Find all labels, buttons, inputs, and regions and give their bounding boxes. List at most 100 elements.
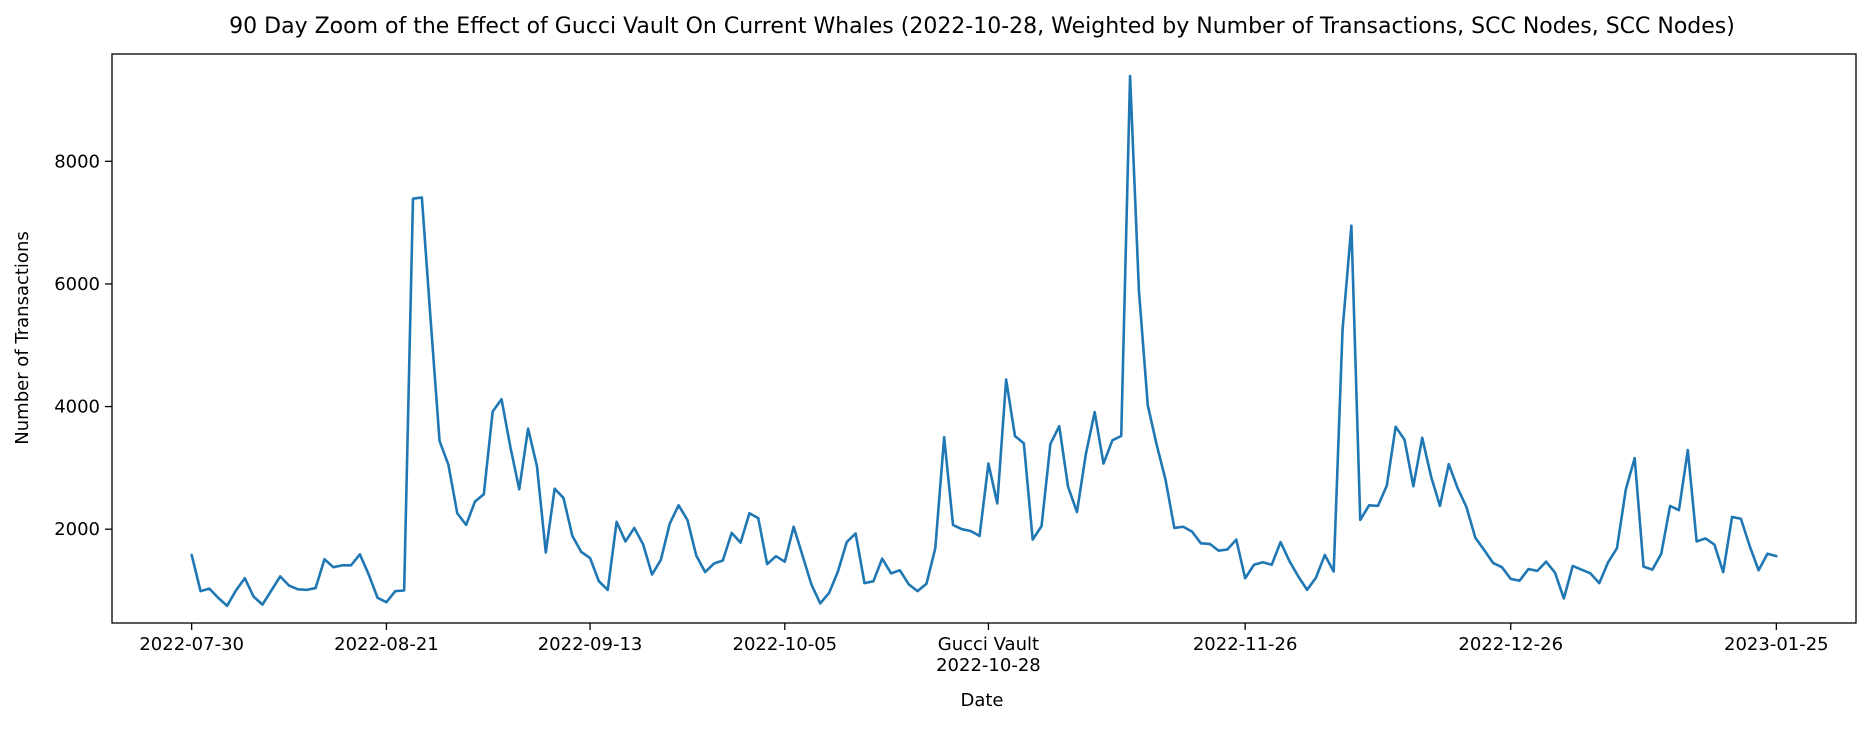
data-point [1147, 404, 1149, 406]
data-point [1377, 505, 1379, 507]
data-point [226, 605, 228, 607]
data-point [828, 592, 830, 594]
data-point [553, 488, 555, 490]
data-point [1332, 570, 1334, 572]
data-point [1775, 555, 1777, 557]
data-point [642, 543, 644, 545]
data-point [651, 573, 653, 575]
data-point [899, 569, 901, 571]
data-point [846, 541, 848, 543]
data-point [1607, 561, 1609, 563]
data-point [306, 589, 308, 591]
data-point [1412, 485, 1414, 487]
data-point [801, 554, 803, 556]
data-point [775, 555, 777, 557]
data-point [660, 559, 662, 561]
x-tick-label: 2022-12-26 [1458, 634, 1563, 655]
data-point [739, 541, 741, 543]
data-point [350, 564, 352, 566]
data-point [1589, 572, 1591, 574]
data-point [1394, 426, 1396, 428]
data-point [1757, 569, 1759, 571]
data-point [589, 557, 591, 559]
data-point [1598, 582, 1600, 584]
data-point [1271, 564, 1273, 566]
data-point [1501, 566, 1503, 568]
data-point [1669, 505, 1671, 507]
data-point [1633, 457, 1635, 459]
data-point [1182, 526, 1184, 528]
y-tick-label: 2000 [54, 519, 100, 540]
x-axis-label: Date [960, 690, 1003, 711]
data-point [598, 580, 600, 582]
data-point [1492, 562, 1494, 564]
data-point [1262, 561, 1264, 563]
data-point [1456, 487, 1458, 489]
data-point [1058, 425, 1060, 427]
data-point [1722, 571, 1724, 573]
data-point [1616, 547, 1618, 549]
data-point [961, 528, 963, 530]
data-point [1368, 504, 1370, 506]
data-point [1341, 329, 1343, 331]
data-point [1386, 484, 1388, 486]
y-tick-label: 8000 [54, 151, 100, 172]
data-point [1049, 443, 1051, 445]
data-point [1687, 449, 1689, 451]
data-point [1518, 579, 1520, 581]
data-point [854, 532, 856, 534]
data-point [766, 563, 768, 565]
data-point [987, 462, 989, 464]
data-point [580, 551, 582, 553]
data-point [412, 198, 414, 200]
x-tick-label: 2022-08-21 [334, 634, 439, 655]
data-point [208, 587, 210, 589]
data-point [1288, 560, 1290, 562]
data-point [1111, 439, 1113, 441]
data-point [297, 588, 299, 590]
data-point [1448, 463, 1450, 465]
data-point [1173, 527, 1175, 529]
data-point [713, 562, 715, 564]
data-point [695, 554, 697, 556]
data-point [1527, 568, 1529, 570]
data-point [1474, 537, 1476, 539]
data-point [1209, 543, 1211, 545]
data-point [332, 566, 334, 568]
data-point [1430, 475, 1432, 477]
chart-title: 90 Day Zoom of the Effect of Gucci Vault… [229, 14, 1735, 39]
data-point [1155, 443, 1157, 445]
series-line [190, 74, 1778, 608]
data-point [1093, 411, 1095, 413]
data-point [1217, 549, 1219, 551]
data-point [1421, 437, 1423, 439]
data-point [199, 590, 201, 592]
data-point [359, 553, 361, 555]
data-point [1740, 518, 1742, 520]
data-point [341, 564, 343, 566]
data-point [385, 601, 387, 603]
data-point [1483, 549, 1485, 551]
data-point [314, 587, 316, 589]
data-point [607, 589, 609, 591]
data-point [1244, 577, 1246, 579]
data-point [509, 446, 511, 448]
data-point [978, 535, 980, 537]
data-point [1120, 435, 1122, 437]
data-point [1164, 478, 1166, 480]
data-point [1766, 553, 1768, 555]
data-point [1642, 565, 1644, 567]
data-point [819, 602, 821, 604]
data-point [483, 493, 485, 495]
data-point [447, 464, 449, 466]
data-point [1253, 564, 1255, 566]
data-point [1200, 542, 1202, 544]
data-point [757, 517, 759, 519]
plot-area-frame [111, 53, 1857, 624]
data-point [722, 559, 724, 561]
data-point [1324, 554, 1326, 556]
data-point [916, 590, 918, 592]
data-point [1403, 438, 1405, 440]
data-point [1704, 537, 1706, 539]
